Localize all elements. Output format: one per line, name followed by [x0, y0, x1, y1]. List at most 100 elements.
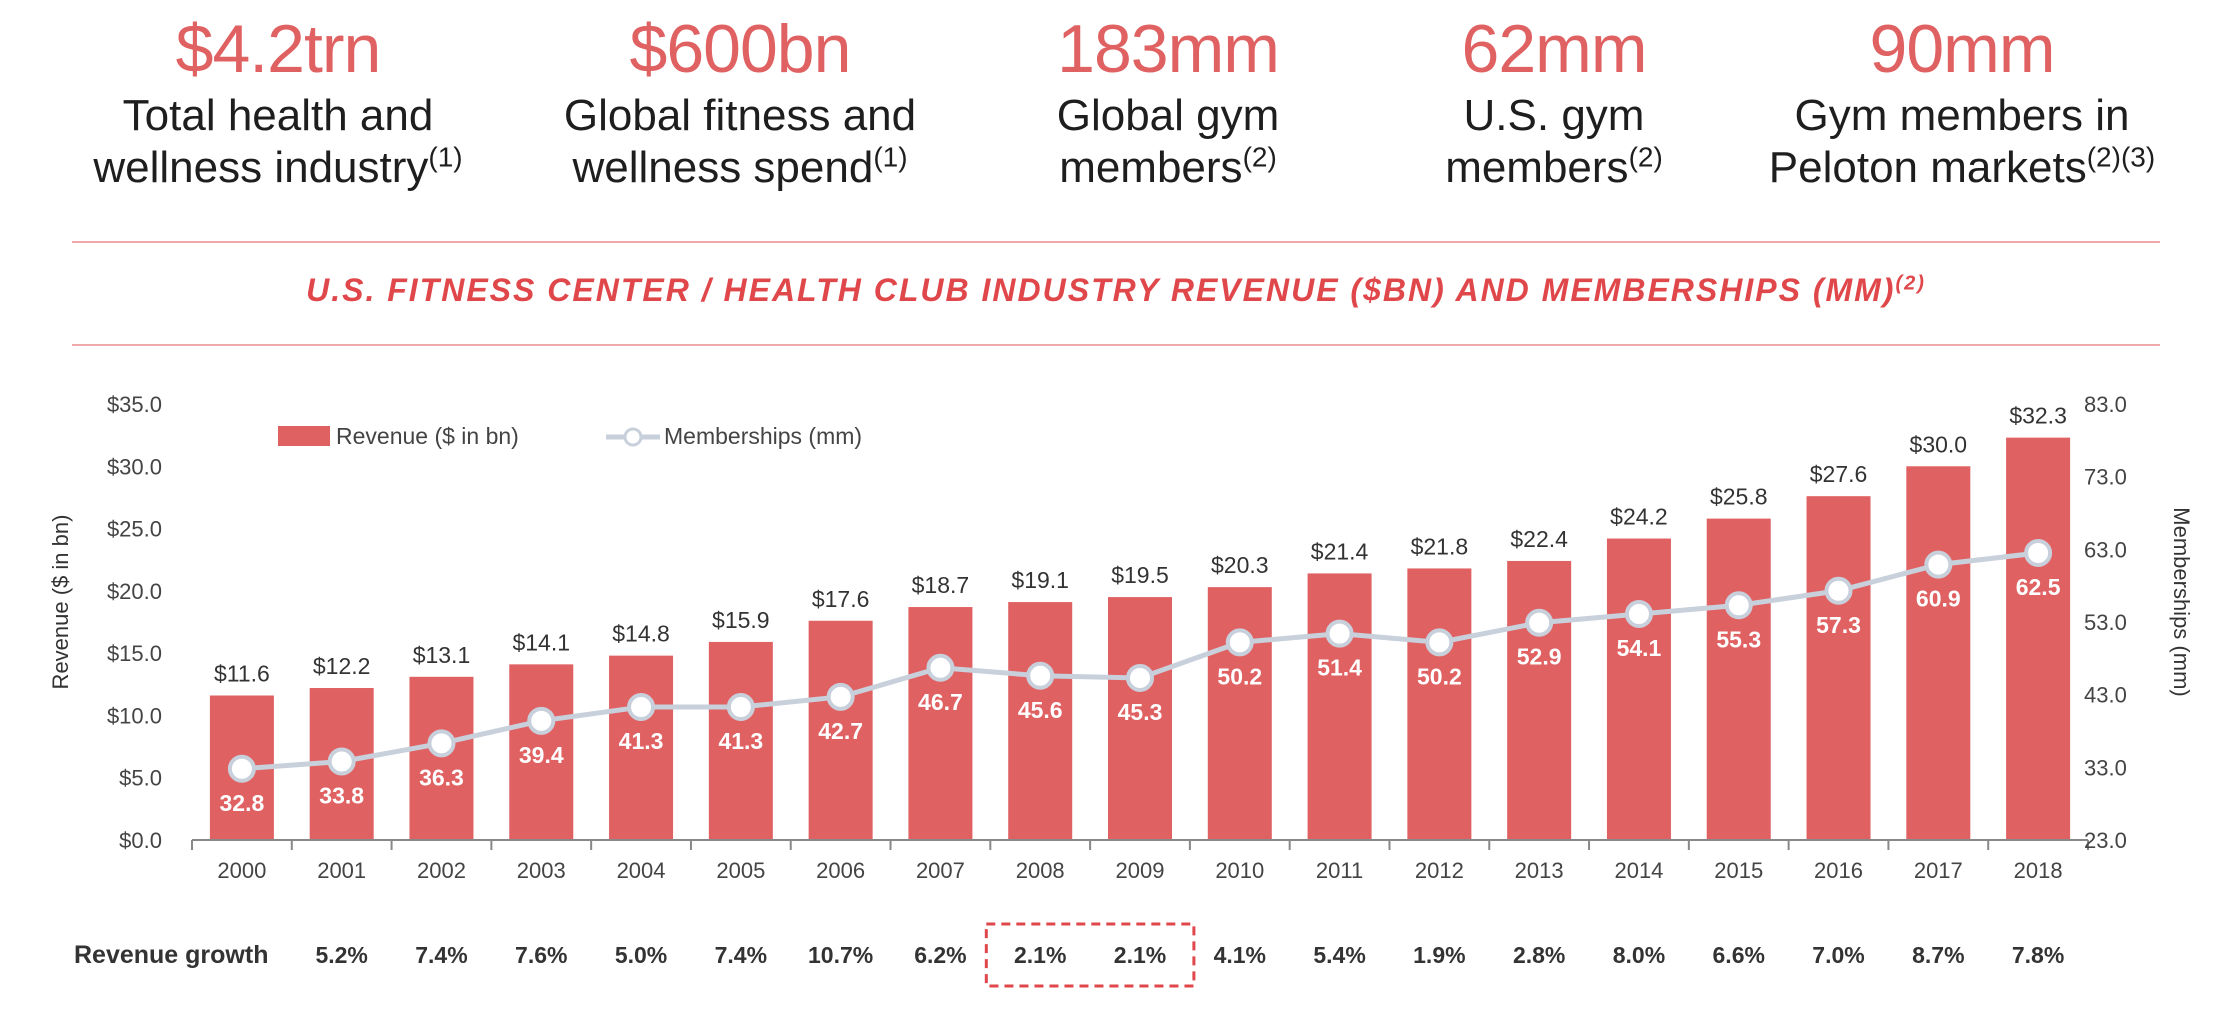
stat-global-fitness: $600bn Global fitness and wellness spend…: [520, 8, 960, 194]
x-tick-label-2001: 2001: [317, 858, 366, 883]
memberships-label-2014: 54.1: [1617, 635, 1662, 661]
stat-desc-line2: Peloton markets: [1768, 143, 2087, 192]
bar-label-2012: $21.8: [1411, 533, 1469, 559]
stat-desc-line2: wellness spend: [572, 143, 874, 192]
x-tick-label-2015: 2015: [1714, 858, 1763, 883]
y2-tick-label: 23.0: [2084, 828, 2127, 853]
x-tick-label-2018: 2018: [2014, 858, 2063, 883]
x-tick-label-2000: 2000: [217, 858, 266, 883]
memberships-label-2015: 55.3: [1716, 626, 1761, 652]
data-labels: $11.6 $12.2 $13.1 $14.1 $14.8 $15.9 $17.6 $18.7…: [214, 403, 2067, 816]
legend-label-revenue: Revenue ($ in bn): [336, 423, 519, 449]
line-series: [227, 538, 2053, 783]
stat-desc-line1: Total health and: [122, 91, 434, 140]
memberships-point-2008: [1026, 661, 1055, 690]
bar-2008: [1008, 602, 1073, 840]
x-tick-label-2009: 2009: [1116, 858, 1165, 883]
y-tick-label: $5.0: [119, 766, 162, 791]
x-tick-label-2008: 2008: [1016, 858, 1065, 883]
chart-title-text: U.S. FITNESS CENTER / HEALTH CLUB INDUST…: [306, 272, 1896, 308]
y-axis-title: Revenue ($ in bn): [48, 515, 73, 690]
stat-desc-line1: Gym members in: [1794, 91, 2130, 140]
stat-total-health: $4.2trn Total health and wellness indust…: [58, 8, 498, 194]
divider-bottom: [72, 344, 2160, 346]
stat-value: $4.2trn: [175, 11, 382, 87]
memberships-point-2017: [1924, 550, 1953, 579]
memberships-point-2012: [1425, 628, 1454, 657]
memberships-point-2006: [826, 682, 855, 711]
legend: Revenue ($ in bn) Memberships (mm): [278, 423, 862, 449]
memberships-label-2001: 33.8: [319, 783, 364, 809]
memberships-label-2010: 50.2: [1217, 663, 1262, 689]
memberships-point-2000: [227, 754, 256, 783]
bar-2005: [708, 641, 773, 840]
stat-desc-line2: members: [1445, 143, 1629, 192]
stat-desc-line2: wellness industry: [93, 143, 429, 192]
x-tick-label-2010: 2010: [1215, 858, 1264, 883]
bar-2003: [509, 664, 574, 840]
memberships-label-2013: 52.9: [1517, 644, 1562, 670]
bar-label-2015: $25.8: [1710, 484, 1768, 510]
memberships-point-2001: [327, 747, 356, 776]
revenue-growth-2008: 2.1%: [1014, 942, 1066, 968]
bar-2016: [1806, 496, 1871, 840]
revenue-growth-2014: 8.0%: [1613, 942, 1665, 968]
axes: 2000 2001 2002 2003 2004 2005 2006 2007 2008 2009…: [48, 392, 2194, 883]
bar-2006: [808, 620, 873, 840]
bar-2010: [1207, 587, 1272, 840]
revenue-growth-2006: 10.7%: [808, 942, 873, 968]
bar-2014: [1606, 538, 1671, 840]
x-tick-label-2006: 2006: [816, 858, 865, 883]
bar-label-2016: $27.6: [1810, 461, 1868, 487]
memberships-point-2010: [1225, 628, 1254, 657]
memberships-point-2015: [1724, 591, 1753, 620]
memberships-point-2003: [527, 706, 556, 735]
bar-label-2017: $30.0: [1910, 431, 1968, 457]
memberships-label-2002: 36.3: [419, 764, 464, 790]
revenue-growth-2007: 6.2%: [914, 942, 966, 968]
stat-desc-line1: U.S. gym: [1463, 91, 1645, 140]
revenue-growth-2013: 2.8%: [1513, 942, 1565, 968]
memberships-label-2006: 42.7: [818, 718, 863, 744]
x-tick-label-2011: 2011: [1316, 858, 1363, 883]
revenue-growth-2004: 5.0%: [615, 942, 667, 968]
memberships-label-2007: 46.7: [918, 689, 963, 715]
bar-label-2005: $15.9: [712, 607, 770, 633]
chart-title: U.S. FITNESS CENTER / HEALTH CLUB INDUST…: [0, 272, 2232, 309]
y-tick-label: $0.0: [119, 828, 162, 853]
memberships-label-2004: 41.3: [619, 728, 664, 754]
legend-label-memberships: Memberships (mm): [664, 423, 862, 449]
bar-label-2013: $22.4: [1510, 526, 1568, 552]
x-tick-label-2012: 2012: [1415, 858, 1464, 883]
y-tick-label: $30.0: [107, 454, 162, 479]
bar-2015: [1706, 518, 1771, 840]
bar-label-2018: $32.3: [2009, 403, 2067, 429]
stat-desc-line2: members: [1059, 143, 1243, 192]
bar-2011: [1307, 573, 1372, 840]
bar-label-2011: $21.4: [1311, 538, 1369, 564]
y-tick-label: $10.0: [107, 703, 162, 728]
x-tick-label-2005: 2005: [716, 858, 765, 883]
bar-2002: [409, 676, 474, 840]
memberships-label-2000: 32.8: [220, 790, 265, 816]
bar-2009: [1108, 597, 1172, 840]
bar-label-2008: $19.1: [1011, 567, 1069, 593]
stat-value: 90mm: [1869, 11, 2056, 87]
stat-desc-line1: Global fitness and: [563, 91, 917, 140]
memberships-label-2018: 62.5: [2016, 574, 2061, 600]
bar-label-2006: $17.6: [812, 586, 870, 612]
legend-swatch-memberships-marker: [623, 427, 643, 447]
bar-2017: [1906, 466, 1971, 840]
stat-desc-line1: Global gym: [1056, 91, 1280, 140]
revenue-growth-2009: 2.1%: [1114, 942, 1166, 968]
chart-title-footnote: (2): [1895, 272, 1926, 295]
legend-swatch-revenue: [278, 426, 330, 446]
x-tick-label-2007: 2007: [916, 858, 965, 883]
memberships-label-2008: 45.6: [1018, 697, 1063, 723]
revenue-growth-2011: 5.4%: [1313, 942, 1365, 968]
memberships-label-2017: 60.9: [1916, 586, 1961, 612]
stat-footnote: (2)(3): [2086, 141, 2156, 173]
memberships-point-2016: [1824, 576, 1853, 605]
revenue-growth-2015: 6.6%: [1713, 942, 1765, 968]
